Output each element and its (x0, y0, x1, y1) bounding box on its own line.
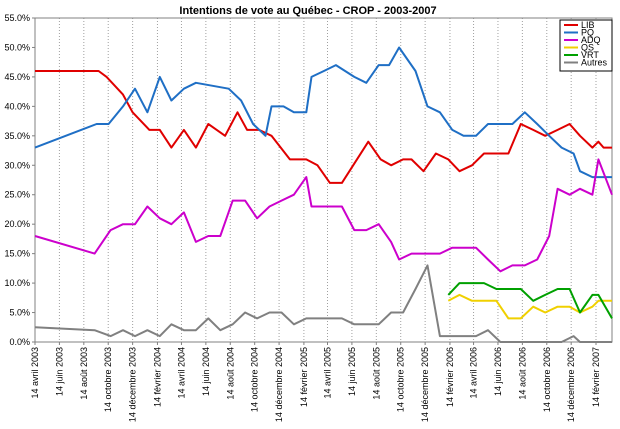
y-axis: 0.0% 5.0% 10.0% 15.0% 20.0% 25.0% 30.0% 35.0% 40… (4, 13, 35, 347)
y-tick-label: 20.0% (4, 219, 30, 229)
x-tick-label: 14 août 2006 (517, 347, 527, 400)
series-line-pq (34, 46, 612, 179)
legend-label: QS (581, 43, 594, 53)
y-tick-label: 10.0% (4, 278, 30, 288)
y-tick-label: 45.0% (4, 72, 30, 82)
series-line-adq (34, 158, 613, 273)
x-tick-label: 14 décembre 2005 (420, 347, 430, 422)
y-tick-label: 5.0% (9, 308, 30, 318)
x-tick-label: 14 juin 2005 (347, 347, 357, 396)
x-tick-label: 14 février 2007 (591, 347, 601, 407)
x-tick-label: 14 août 2004 (225, 347, 235, 400)
y-tick-label: 15.0% (4, 249, 30, 259)
x-tick-label: 14 février 2005 (299, 347, 309, 407)
x-tick-label: 14 juin 2006 (493, 347, 503, 396)
x-axis: 14 avril 2003 14 juin 2003 14 août 2003 14 … (30, 342, 601, 422)
y-tick-label: 55.0% (4, 13, 30, 23)
chart-title: Intentions de vote au Québec - CROP - 20… (179, 5, 436, 17)
grid (34, 18, 597, 342)
x-tick-label: 14 avril 2005 (323, 347, 333, 399)
y-tick-label: 35.0% (4, 131, 30, 141)
x-tick-label: 14 octobre 2005 (396, 347, 406, 412)
y-tick-label: 30.0% (4, 160, 30, 170)
y-tick-label: 40.0% (4, 101, 30, 111)
x-tick-label: 14 décembre 2006 (566, 347, 576, 422)
x-tick-label: 14 juin 2003 (54, 347, 64, 396)
y-tick-label: 50.0% (4, 42, 30, 52)
y-tick-label: 0.0% (9, 337, 30, 347)
x-tick-label: 14 août 2005 (371, 347, 381, 400)
x-tick-label: 14 août 2003 (79, 347, 89, 400)
x-tick-label: 14 avril 2003 (30, 347, 40, 399)
x-tick-label: 14 avril 2004 (176, 347, 186, 399)
x-tick-label: 14 juin 2004 (201, 347, 211, 396)
x-tick-label: 14 décembre 2004 (274, 347, 284, 422)
legend-label: VRT (581, 50, 599, 60)
series-line-lib (35, 70, 612, 184)
y-tick-label: 25.0% (4, 190, 30, 200)
series-lines (34, 46, 613, 343)
x-tick-label: 14 octobre 2004 (250, 347, 260, 412)
plot-area (34, 17, 613, 343)
series-line-qs (447, 293, 612, 320)
x-tick-label: 14 octobre 2006 (542, 347, 552, 412)
series-line-autres (34, 264, 612, 343)
legend-label: LIB (581, 20, 595, 30)
x-tick-label: 14 février 2006 (445, 347, 455, 407)
x-tick-label: 14 avril 2006 (469, 347, 479, 399)
legend-label: PQ (581, 28, 594, 38)
series-line-vrt (447, 282, 613, 319)
x-tick-label: 14 décembre 2003 (128, 347, 138, 422)
legend-label: ADQ (581, 35, 601, 45)
legend-label: Autres (581, 58, 608, 68)
x-tick-label: 14 octobre 2003 (103, 347, 113, 412)
x-tick-label: 14 février 2004 (152, 347, 162, 407)
